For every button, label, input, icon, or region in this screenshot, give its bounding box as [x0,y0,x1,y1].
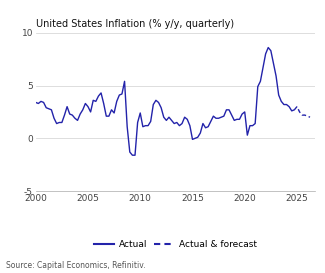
Text: Source: Capital Economics, Refinitiv.: Source: Capital Economics, Refinitiv. [6,261,146,270]
Text: United States Inflation (% y/y, quarterly): United States Inflation (% y/y, quarterl… [36,19,234,29]
Legend: Actual, Actual & forecast: Actual, Actual & forecast [91,237,260,253]
